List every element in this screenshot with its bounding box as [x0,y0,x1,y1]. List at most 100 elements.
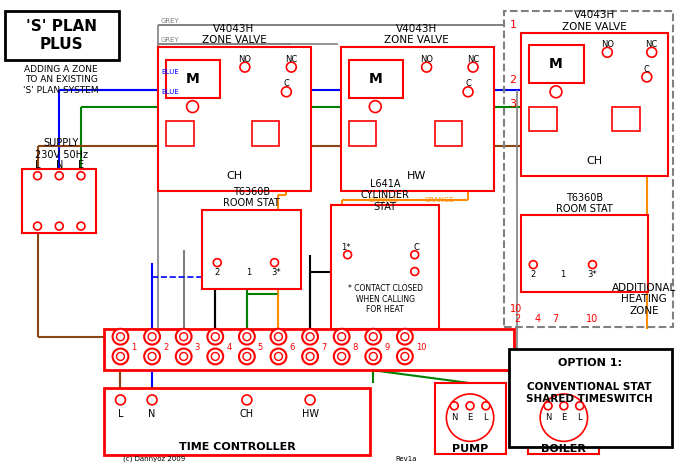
Text: Rev1a: Rev1a [395,456,417,462]
Circle shape [463,87,473,97]
Circle shape [560,402,568,410]
Bar [348,121,376,146]
Text: HW: HW [407,171,426,181]
Text: 8: 8 [353,343,358,352]
Circle shape [115,395,126,405]
Bar [202,210,302,289]
Circle shape [451,402,458,410]
Text: HW: HW [302,409,319,419]
Bar [341,47,494,190]
Text: CONVENTIONAL STAT
SHARED TIMESWITCH: CONVENTIONAL STAT SHARED TIMESWITCH [526,382,653,404]
Text: C: C [414,243,420,252]
Circle shape [275,333,282,341]
Text: * CONTACT CLOSED
WHEN CALLING
FOR HEAT: * CONTACT CLOSED WHEN CALLING FOR HEAT [348,284,422,314]
Circle shape [34,222,41,230]
Text: SUPPLY
230V 50Hz: SUPPLY 230V 50Hz [34,138,88,160]
Circle shape [446,394,494,441]
Circle shape [540,394,588,441]
Text: 1*: 1* [341,243,351,252]
Circle shape [34,172,41,180]
Circle shape [275,352,282,360]
Text: 9: 9 [384,343,389,352]
Text: E: E [467,413,473,422]
Circle shape [589,261,596,269]
Text: 3*: 3* [272,268,282,277]
Text: CH: CH [240,409,254,419]
Text: M: M [368,72,382,86]
Circle shape [239,329,255,344]
Circle shape [366,329,381,344]
Text: BLUE: BLUE [161,69,179,75]
Circle shape [147,395,157,405]
Circle shape [366,349,381,365]
Text: 1: 1 [131,343,137,352]
Circle shape [334,349,350,365]
Text: C: C [284,80,289,88]
Text: N: N [451,413,457,422]
Text: TIME CONTROLLER: TIME CONTROLLER [179,442,295,452]
Circle shape [397,329,413,344]
Text: PUMP: PUMP [452,444,489,454]
Text: CH: CH [586,156,602,166]
Circle shape [468,62,478,72]
Circle shape [117,352,124,360]
Text: 2: 2 [163,343,168,352]
Text: CH: CH [226,171,242,181]
Bar [529,383,600,454]
Text: 1: 1 [246,268,251,277]
Bar [522,215,648,292]
Circle shape [302,349,318,365]
Text: T6360B
ROOM STAT: T6360B ROOM STAT [224,187,280,208]
Text: GREY: GREY [161,37,179,44]
Bar [504,11,673,327]
Circle shape [144,329,160,344]
Text: 7: 7 [321,343,326,352]
Circle shape [334,329,350,344]
Circle shape [243,333,251,341]
Circle shape [344,251,351,259]
Circle shape [282,87,291,97]
Text: 10: 10 [509,304,522,314]
Circle shape [112,349,128,365]
Bar [529,45,584,83]
Bar [522,33,667,176]
Circle shape [148,352,156,360]
Bar [529,107,557,132]
Circle shape [305,395,315,405]
Text: M: M [549,57,563,71]
Text: E: E [561,413,566,422]
Circle shape [211,333,219,341]
Circle shape [529,261,538,269]
Circle shape [411,268,419,276]
Text: L: L [34,160,40,170]
Bar [166,60,220,98]
Text: ADDING A ZONE
TO AN EXISTING
'S' PLAN SYSTEM: ADDING A ZONE TO AN EXISTING 'S' PLAN SY… [23,65,99,95]
Circle shape [411,251,419,259]
Circle shape [239,349,255,365]
Circle shape [550,86,562,98]
Text: 10: 10 [416,343,426,352]
Circle shape [148,333,156,341]
Text: NO: NO [239,55,251,64]
Text: N: N [56,160,63,170]
Circle shape [179,333,188,341]
Circle shape [286,62,296,72]
Circle shape [213,259,221,267]
Circle shape [642,72,652,82]
Text: 2: 2 [514,314,520,324]
Text: M: M [186,72,199,86]
Circle shape [397,349,413,365]
Circle shape [270,349,286,365]
Circle shape [55,222,63,230]
Bar [21,169,96,233]
Bar [158,47,311,190]
Bar [435,121,462,146]
Circle shape [144,349,160,365]
Bar [612,107,640,132]
Circle shape [179,352,188,360]
Circle shape [176,349,192,365]
Text: E: E [78,160,84,170]
Text: 2: 2 [215,268,220,277]
Circle shape [401,333,408,341]
Text: V4043H
ZONE VALVE: V4043H ZONE VALVE [562,10,627,31]
